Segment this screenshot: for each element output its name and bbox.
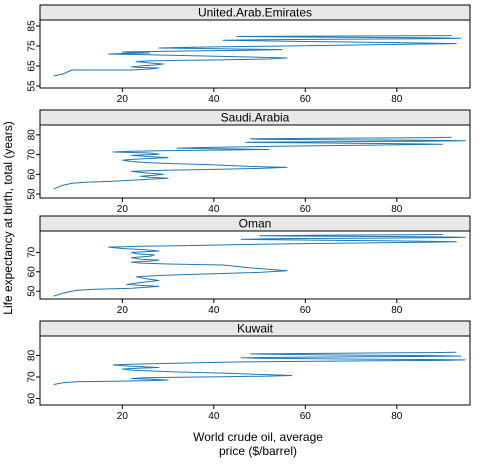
panel-frame <box>39 230 471 300</box>
y-tick-label: 55 <box>27 80 38 92</box>
panel-Oman: Oman 50 60 70 20 40 60 80 <box>27 215 471 316</box>
y-tick-label: 70 <box>27 371 38 383</box>
x-axis-label-line2: price ($/barrel) <box>219 444 297 458</box>
panel-Saudi.Arabia: Saudi.Arabia 50 60 70 80 20 40 60 80 <box>27 109 471 215</box>
series-line-Kuwait <box>53 351 466 385</box>
x-tick-label: 40 <box>208 204 220 215</box>
x-tick-label: 60 <box>300 411 312 422</box>
x-tick-label: 20 <box>117 411 129 422</box>
x-tick-label: 20 <box>117 204 129 215</box>
y-tick-label: 70 <box>27 149 38 161</box>
y-tick-label: 60 <box>27 393 38 405</box>
panel-frame <box>39 19 471 89</box>
x-tick-label: 80 <box>391 411 403 422</box>
series-line-Oman <box>53 234 466 297</box>
y-axis-label: Life expectancy at birth, total (years) <box>1 121 15 314</box>
y-tick-label: 75 <box>27 40 38 52</box>
series-line-Saudi.Arabia <box>53 136 466 190</box>
x-tick-label: 40 <box>208 411 220 422</box>
x-tick-label: 80 <box>391 305 403 316</box>
x-tick-label: 40 <box>208 94 220 105</box>
panel-title: Kuwait <box>237 322 274 336</box>
x-axis-label-line1: World crude oil, average <box>193 430 323 444</box>
x-tick-label: 60 <box>300 305 312 316</box>
x-tick-label: 40 <box>208 305 220 316</box>
x-tick-label: 20 <box>117 305 129 316</box>
x-tick-label: 60 <box>300 204 312 215</box>
x-tick-label: 20 <box>117 94 129 105</box>
y-tick-label: 80 <box>27 129 38 141</box>
panel-title: United.Arab.Emirates <box>198 6 312 20</box>
y-tick-label: 80 <box>27 349 38 361</box>
panel-frame <box>39 124 471 199</box>
panel-title: Saudi.Arabia <box>221 111 290 125</box>
x-tick-label: 80 <box>391 204 403 215</box>
panel-frame <box>39 335 471 406</box>
y-tick-label: 60 <box>27 168 38 180</box>
y-tick-label: 85 <box>27 20 38 32</box>
y-tick-label: 65 <box>27 60 38 72</box>
y-tick-label: 60 <box>27 266 38 278</box>
panel-title: Oman <box>239 217 272 231</box>
y-tick-label: 70 <box>27 246 38 258</box>
y-tick-label: 50 <box>27 285 38 297</box>
panel-United.Arab.Emirates: United.Arab.Emirates 55 65 75 85 20 40 60 80 <box>27 4 471 105</box>
x-tick-label: 60 <box>300 94 312 105</box>
series-line-United.Arab.Emirates <box>53 35 462 77</box>
y-tick-label: 50 <box>27 188 38 200</box>
x-tick-label: 80 <box>391 94 403 105</box>
panel-Kuwait: Kuwait 60 70 80 20 40 60 80 <box>27 320 471 422</box>
